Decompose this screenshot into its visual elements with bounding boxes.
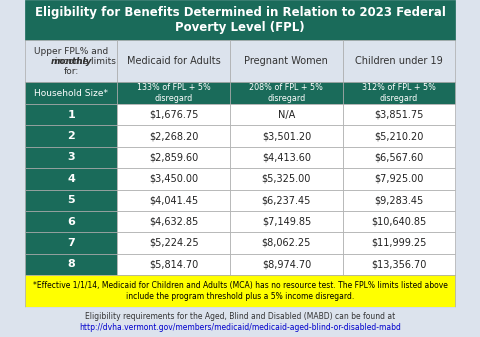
Text: 7: 7 [67,238,75,248]
Text: http://dvha.vermont.gov/members/medicaid/medicaid-aged-blind-or-disabled-mabd: http://dvha.vermont.gov/members/medicaid… [79,323,401,332]
Bar [230,147,343,168]
Bar [118,254,230,275]
Text: $7,925.00: $7,925.00 [374,174,423,184]
Text: 1: 1 [67,110,75,120]
Bar [230,211,343,232]
Bar [343,168,455,189]
Text: 208% of FPL + 5%
disregard: 208% of FPL + 5% disregard [250,83,324,103]
Text: Eligibility for Benefits Determined in Relation to 2023 Federal
Poverty Level (F: Eligibility for Benefits Determined in R… [35,6,445,34]
Text: $2,859.60: $2,859.60 [149,152,198,162]
Text: 133% of FPL + 5%
disregard: 133% of FPL + 5% disregard [137,83,211,103]
Text: *Effective 1/1/14, Medicaid for Children and Adults (MCA) has no resource test. : *Effective 1/1/14, Medicaid for Children… [33,281,447,301]
Bar [118,168,230,189]
Text: Pregnant Women: Pregnant Women [244,56,328,66]
Bar [230,232,343,254]
Text: $5,210.20: $5,210.20 [374,131,423,141]
Text: $4,413.60: $4,413.60 [262,152,311,162]
Bar [118,147,230,168]
Text: $3,450.00: $3,450.00 [149,174,198,184]
Text: $4,632.85: $4,632.85 [149,217,198,226]
Bar [25,189,118,211]
Bar [25,168,118,189]
Bar [118,125,230,147]
Bar [230,168,343,189]
Bar [343,232,455,254]
Text: 8: 8 [67,259,75,269]
Bar [25,125,118,147]
Text: $2,268.20: $2,268.20 [149,131,199,141]
Text: Eligibility requirements for the Aged, Blind and Disabled (MABD) can be found at: Eligibility requirements for the Aged, B… [85,312,395,321]
Bar [25,40,118,82]
Bar [25,232,118,254]
Text: $8,974.70: $8,974.70 [262,259,311,269]
Text: $7,149.85: $7,149.85 [262,217,311,226]
Bar [343,211,455,232]
Text: $4,041.45: $4,041.45 [149,195,198,205]
Text: 4: 4 [67,174,75,184]
Text: $13,356.70: $13,356.70 [371,259,427,269]
Bar [25,211,118,232]
Bar [25,147,118,168]
Bar [230,254,343,275]
Text: for:: for: [64,67,79,76]
Text: Household Size*: Household Size* [34,89,108,97]
Text: Medicaid for Adults: Medicaid for Adults [127,56,221,66]
Bar [25,104,118,125]
Text: $3,851.75: $3,851.75 [374,110,423,120]
Text: $5,224.25: $5,224.25 [149,238,199,248]
Text: $8,062.25: $8,062.25 [262,238,311,248]
Bar [25,275,455,307]
Bar [343,125,455,147]
Text: $9,283.45: $9,283.45 [374,195,423,205]
Bar [25,0,455,40]
Text: $1,676.75: $1,676.75 [149,110,199,120]
Bar [118,82,230,104]
Text: 2: 2 [67,131,75,141]
Bar [118,211,230,232]
Text: 5: 5 [68,195,75,205]
Text: 6: 6 [67,217,75,226]
Bar [118,189,230,211]
Text: $5,325.00: $5,325.00 [262,174,311,184]
Bar [230,40,343,82]
Bar [343,82,455,104]
Bar [343,189,455,211]
Bar [230,125,343,147]
Bar [25,82,118,104]
Text: $6,567.60: $6,567.60 [374,152,423,162]
Bar [230,104,343,125]
Bar [343,254,455,275]
Bar [230,189,343,211]
Text: Upper FPL% and: Upper FPL% and [34,48,108,57]
Bar [343,40,455,82]
Text: $6,237.45: $6,237.45 [262,195,311,205]
Text: monthly: monthly [50,58,92,66]
Bar [118,104,230,125]
Bar [118,232,230,254]
Bar [343,104,455,125]
Bar [25,307,455,335]
Text: $3,501.20: $3,501.20 [262,131,311,141]
Text: 312% of FPL + 5%
disregard: 312% of FPL + 5% disregard [362,83,436,103]
Bar [230,82,343,104]
Text: Children under 19: Children under 19 [355,56,443,66]
Text: $5,814.70: $5,814.70 [149,259,198,269]
Text: N/A: N/A [278,110,295,120]
Text: 3: 3 [68,152,75,162]
Bar [343,147,455,168]
Text: $11,999.25: $11,999.25 [371,238,427,248]
Text: income limits: income limits [52,58,116,66]
Bar [118,40,230,82]
Bar [25,254,118,275]
Text: $10,640.85: $10,640.85 [371,217,426,226]
